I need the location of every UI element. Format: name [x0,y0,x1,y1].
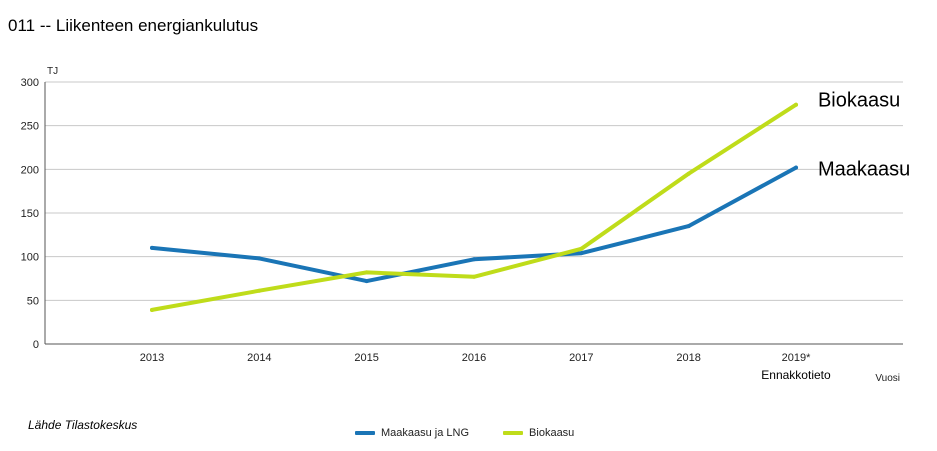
y-tick-label-50: 50 [27,295,39,307]
series-lines [150,102,798,312]
source-note: Lähde Tilastokeskus [28,418,138,432]
series-line-1 [150,102,798,312]
y-tick-label-100: 100 [21,252,39,264]
x-tick-label-3: 2016 [462,352,486,364]
gridlines [45,81,903,345]
data-point-0-2 [364,279,369,284]
data-point-1-1 [257,288,262,293]
legend-label-maakaasu: Maakaasu ja LNG [381,427,470,439]
legend-swatch-maakaasu [355,431,375,435]
legend: Maakaasu ja LNG Biokaasu [355,427,608,439]
data-point-1-6 [793,102,798,107]
chart-title: 011 -- Liikenteen energiankulutus [8,16,259,35]
x-tick-label-2: 2015 [354,352,378,364]
x-axis-label: Vuosi [875,373,900,384]
y-tick-label-250: 250 [21,121,39,133]
legend-item-biokaasu[interactable]: Biokaasu [503,427,574,439]
data-point-0-1 [257,256,262,261]
data-point-1-0 [150,307,154,312]
series-end-label-0: Maakaasu [818,159,910,181]
data-point-0-0 [150,245,154,250]
series-line-0 [150,165,798,284]
legend-swatch-biokaasu [503,431,524,435]
axes: 0 50 100 150 200 250 300 TJ 2013 2014 2015 2016 2017… [21,66,900,384]
legend-label-biokaasu: Biokaasu [529,427,575,439]
y-tick-label-150: 150 [21,208,39,220]
x-tick-note: Ennakkotieto [761,368,831,382]
legend-item-maakaasu[interactable]: Maakaasu ja LNG [355,427,469,439]
data-point-1-4 [579,246,584,251]
data-point-1-3 [471,274,476,279]
data-point-0-4 [579,251,584,256]
data-point-0-3 [471,257,476,262]
data-point-0-5 [686,224,691,229]
y-axis-label: TJ [47,66,58,77]
data-point-1-5 [686,171,691,176]
x-tick-label-5: 2018 [676,352,700,364]
y-tick-label-300: 300 [21,77,39,89]
labels: Maakaasu Biokaasu [818,90,910,181]
y-tick-label-0: 0 [33,339,39,351]
x-tick-label-1: 2014 [247,352,271,364]
series-end-label-1: Biokaasu [818,90,900,112]
x-tick-label-6: 2019* [782,352,811,364]
data-point-1-2 [364,270,369,275]
x-tick-label-4: 2017 [569,352,593,364]
y-tick-label-200: 200 [21,164,39,176]
x-tick-label-0: 2013 [140,352,164,364]
data-point-0-6 [793,165,798,170]
